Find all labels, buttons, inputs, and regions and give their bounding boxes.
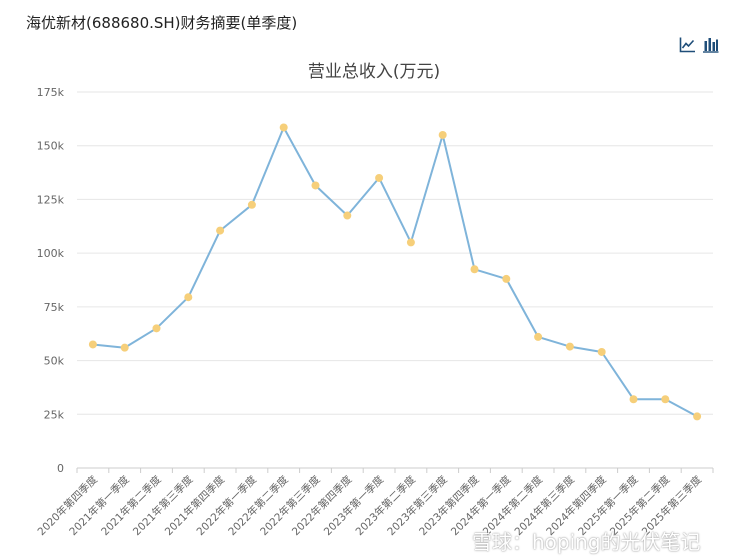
y-tick-label: 50k [44, 355, 65, 368]
data-point[interactable] [661, 395, 670, 404]
series-layer [88, 123, 702, 421]
data-point[interactable] [534, 332, 543, 341]
data-point[interactable] [247, 200, 256, 209]
watermark: 雪球：hoping的光伏笔记 [472, 530, 701, 554]
data-point[interactable] [597, 347, 606, 356]
y-tick-label: 150k [37, 140, 65, 153]
axes: 025k50k75k100k125k150k175k2020年第四季度2021年… [35, 86, 714, 538]
data-point[interactable] [152, 324, 161, 333]
data-point[interactable] [343, 211, 352, 220]
data-point[interactable] [565, 342, 574, 351]
y-tick-label: 25k [44, 408, 65, 421]
data-point[interactable] [438, 130, 447, 139]
bar-chart-icon[interactable] [702, 36, 719, 53]
chart-type-toolbar [679, 36, 719, 53]
line-chart-icon[interactable] [679, 36, 696, 53]
data-point[interactable] [693, 412, 702, 421]
y-tick-label: 100k [37, 247, 65, 260]
y-tick-label: 125k [37, 193, 65, 206]
data-point[interactable] [629, 395, 638, 404]
y-tick-label: 175k [37, 86, 65, 99]
data-point[interactable] [311, 181, 320, 190]
data-point[interactable] [470, 265, 479, 274]
chart-title: 营业总收入(万元) [308, 62, 440, 82]
y-tick-label: 75k [44, 301, 65, 314]
data-point[interactable] [502, 274, 511, 283]
series-line [92, 126, 698, 418]
data-point[interactable] [216, 226, 225, 235]
data-point[interactable] [375, 173, 384, 182]
data-point[interactable] [279, 123, 288, 132]
data-point[interactable] [184, 293, 193, 302]
page-title: 海优新材(688680.SH)财务摘要(单季度) [26, 14, 298, 32]
data-point[interactable] [88, 340, 97, 349]
y-tick-label: 0 [57, 462, 64, 475]
data-point[interactable] [406, 238, 415, 247]
grid-lines [77, 91, 713, 415]
data-point[interactable] [120, 343, 129, 352]
